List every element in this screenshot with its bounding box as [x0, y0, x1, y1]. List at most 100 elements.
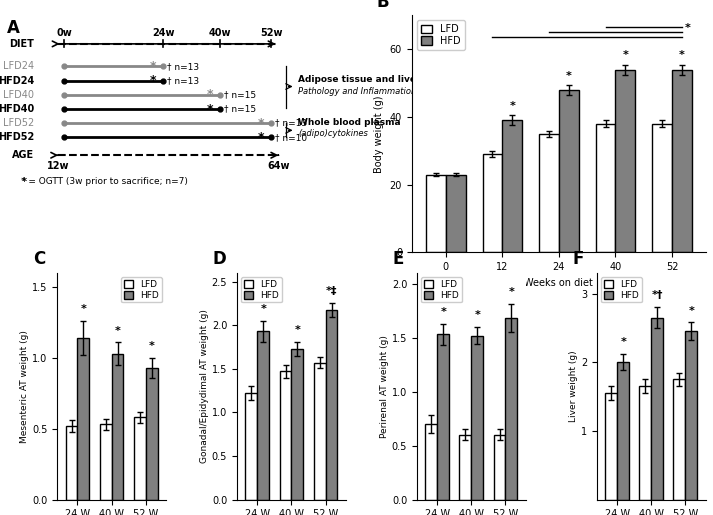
Text: *: *	[260, 304, 267, 314]
Text: *: *	[508, 287, 514, 298]
Text: HFD40: HFD40	[0, 104, 34, 114]
Text: *: *	[150, 60, 157, 73]
Text: *: *	[689, 305, 694, 316]
Bar	[652, 124, 672, 252]
Y-axis label: Body weight (g): Body weight (g)	[374, 95, 384, 173]
Text: LFD24: LFD24	[3, 61, 34, 72]
X-axis label: Weeks on diet: Weeks on diet	[525, 278, 593, 288]
Bar	[605, 393, 617, 500]
Bar	[257, 331, 270, 500]
Text: DIET: DIET	[9, 39, 34, 49]
Legend: LFD, HFD: LFD, HFD	[416, 20, 465, 50]
Bar	[539, 134, 559, 252]
Bar	[292, 349, 304, 500]
Text: *‡: *‡	[326, 286, 337, 296]
Bar	[437, 334, 449, 500]
Text: Whole blood plasma: Whole blood plasma	[298, 117, 401, 127]
Bar	[483, 154, 503, 252]
Y-axis label: Perirenal AT weight (g): Perirenal AT weight (g)	[380, 335, 389, 438]
Text: *: *	[294, 325, 300, 335]
Text: B: B	[376, 0, 389, 11]
Text: LFD40: LFD40	[3, 90, 34, 100]
Bar	[426, 424, 437, 500]
Bar	[672, 70, 692, 252]
Text: 52w: 52w	[260, 28, 282, 38]
Text: † n=13: † n=13	[167, 76, 199, 85]
Bar	[471, 336, 483, 500]
Bar	[145, 368, 158, 500]
Text: HFD24: HFD24	[0, 76, 34, 85]
Text: *: *	[150, 74, 157, 87]
Text: Pathology and Inflammation: Pathology and Inflammation	[298, 87, 416, 96]
Bar	[674, 380, 685, 500]
Text: 24w: 24w	[152, 28, 175, 38]
Bar	[617, 362, 629, 500]
Bar	[503, 121, 522, 252]
Text: † n=13: † n=13	[275, 119, 307, 128]
Text: *: *	[115, 325, 120, 336]
Text: *: *	[258, 131, 265, 144]
Text: *: *	[207, 102, 213, 115]
Y-axis label: Mesenteric AT weight (g): Mesenteric AT weight (g)	[20, 330, 29, 443]
Text: 64w: 64w	[267, 161, 289, 171]
Bar	[78, 338, 89, 500]
Legend: LFD, HFD: LFD, HFD	[121, 278, 162, 302]
Bar	[685, 331, 697, 500]
Bar	[134, 417, 145, 500]
Y-axis label: Gonadal/Epidydimal AT weight (g): Gonadal/Epidydimal AT weight (g)	[200, 310, 209, 463]
Text: C: C	[33, 250, 46, 268]
Text: *: *	[474, 310, 481, 320]
Bar	[506, 318, 518, 500]
Text: † n=15: † n=15	[224, 105, 256, 113]
Text: 0w: 0w	[56, 28, 72, 38]
Bar	[279, 371, 292, 500]
Text: *: *	[81, 304, 86, 314]
Bar	[559, 90, 579, 252]
Text: 40w: 40w	[209, 28, 232, 38]
Legend: LFD, HFD: LFD, HFD	[601, 278, 642, 302]
Text: *: *	[620, 337, 626, 347]
Bar	[493, 435, 506, 500]
Bar	[245, 393, 257, 500]
Bar	[426, 175, 446, 252]
Text: *: *	[684, 23, 691, 33]
Bar	[459, 435, 471, 500]
Bar	[100, 424, 111, 500]
Text: E: E	[393, 250, 404, 268]
Text: *: *	[566, 71, 572, 81]
Text: *: *	[622, 50, 628, 60]
Text: † n=15: † n=15	[224, 90, 256, 99]
Text: *: *	[509, 101, 515, 111]
Text: LFD52: LFD52	[3, 118, 34, 128]
Bar	[640, 386, 652, 500]
Bar	[326, 310, 337, 500]
Text: *: *	[21, 177, 26, 186]
Bar	[595, 124, 615, 252]
Bar	[111, 354, 123, 500]
Legend: LFD, HFD: LFD, HFD	[421, 278, 462, 302]
Bar	[446, 175, 466, 252]
Text: A: A	[7, 19, 20, 37]
Text: *: *	[258, 117, 265, 130]
Bar	[314, 363, 326, 500]
Text: *†: *†	[652, 290, 663, 300]
Text: AGE: AGE	[12, 150, 34, 160]
Text: *: *	[207, 88, 213, 101]
Text: 12w: 12w	[47, 161, 70, 171]
Text: Adipose tissue and liver: Adipose tissue and liver	[298, 75, 421, 84]
Text: *: *	[149, 341, 155, 351]
Text: *: *	[679, 50, 684, 60]
Text: HFD52: HFD52	[0, 132, 34, 143]
Bar	[652, 318, 663, 500]
Legend: LFD, HFD: LFD, HFD	[242, 278, 282, 302]
Text: † n=10: † n=10	[275, 133, 307, 142]
Text: * = OGTT (3w prior to sacrifice; n=7): * = OGTT (3w prior to sacrifice; n=7)	[21, 177, 188, 185]
Text: F: F	[573, 250, 584, 268]
Text: D: D	[213, 250, 227, 268]
Y-axis label: Liver weight (g): Liver weight (g)	[569, 350, 578, 422]
Text: † n=13: † n=13	[167, 62, 199, 71]
Bar	[66, 426, 78, 500]
Text: (adipo)cytokines: (adipo)cytokines	[298, 129, 368, 139]
Text: *: *	[441, 307, 446, 317]
Bar	[615, 70, 635, 252]
